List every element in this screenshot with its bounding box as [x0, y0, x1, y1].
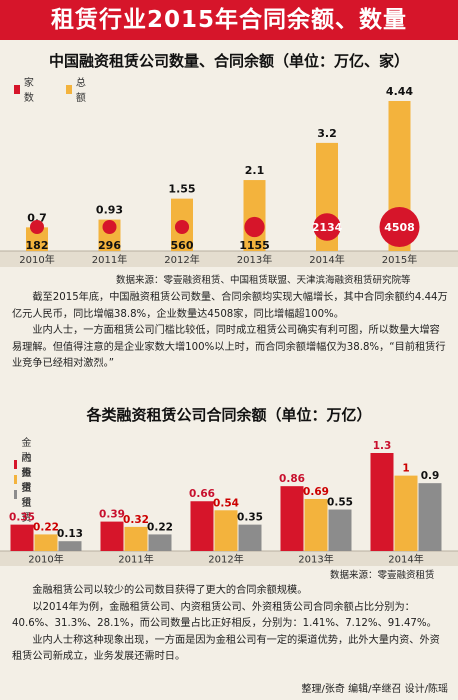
bar-foreign [58, 541, 82, 551]
credits-footer: 整理/张奇 编辑/辛继召 设计/陈瑶 [301, 684, 448, 695]
legend-swatch [14, 474, 18, 484]
legend-label: 内资租赁 [21, 453, 32, 509]
bubble-count [379, 207, 420, 247]
bar-foreign [238, 524, 262, 551]
bar-total [26, 227, 48, 251]
bar-financial [370, 453, 394, 551]
bar-value-label: 0.9 [421, 470, 440, 482]
legend-item: 总额 [66, 74, 89, 104]
paragraph-block-2: 金融租赁公司以较少的公司数目获得了更大的合同余额规模。 以2014年为例，金融租… [12, 583, 448, 666]
bar-domestic [394, 475, 418, 551]
x-axis-band [0, 551, 458, 566]
bubble-count-label: 4508 [384, 221, 415, 234]
legend-swatch [14, 489, 18, 499]
paragraph-2-1: 金融租赁公司以较少的公司数目获得了更大的合同余额规模。 [12, 585, 308, 596]
chart2-plot: 0.350.220.132010年0.390.320.222011年0.660.… [0, 440, 458, 566]
bubble-count-label: 182 [26, 239, 49, 252]
x-tick-label: 2010年 [28, 553, 63, 566]
bubble-count [244, 216, 265, 238]
x-tick-label: 2011年 [118, 553, 153, 566]
bar-foreign [328, 509, 352, 551]
x-tick-label: 2013年 [237, 253, 272, 266]
legend-item: 家数 [14, 74, 37, 104]
bar-total-label: 4.44 [386, 85, 413, 98]
legend-label: 外资租赁 [21, 468, 32, 524]
bubble-count [174, 219, 190, 235]
bar-domestic [304, 498, 328, 551]
chart2-title: 各类融资租赁公司合同余额（单位：万亿） [86, 406, 372, 424]
bubble-count [313, 213, 341, 241]
x-tick-label: 2012年 [208, 553, 243, 566]
legend-label: 家数 [23, 78, 34, 104]
x-tick-label: 2013年 [298, 553, 333, 566]
bar-financial [10, 524, 34, 551]
bubble-count-label: 296 [98, 239, 121, 252]
bar-total-label: 0.93 [96, 204, 123, 217]
x-tick-label: 2014年 [309, 253, 344, 266]
bubble-count-label: 1155 [239, 239, 270, 252]
bar-domestic [34, 534, 58, 551]
bar-domestic [214, 510, 238, 551]
bar-financial [280, 486, 304, 551]
bubble-count [30, 220, 44, 234]
bar-value-label: 1.3 [373, 440, 392, 452]
bar-value-label: 0.32 [123, 514, 149, 526]
bar-foreign [148, 534, 172, 551]
legend-item: 内资租赁 [14, 449, 37, 509]
bar-foreign [418, 483, 442, 551]
bar-financial [100, 521, 124, 551]
paragraph-1-1: 截至2015年底，中国融资租赁公司数量、合同余额均实现大幅增长，其中合同余额约4… [12, 292, 448, 320]
bar-total-label: 1.55 [168, 183, 195, 196]
legend-swatch [66, 84, 72, 94]
legend-item: 外资租赁 [14, 464, 37, 524]
bar-financial [190, 501, 214, 551]
chart2-source: 数据来源：零壹融资租赁 [330, 570, 435, 581]
chart1-title: 中国融资租赁公司数量、合同余额（单位：万亿、家） [48, 52, 409, 70]
paragraph-1-2: 业内人士，一方面租赁公司门槛比较低，同时成立租赁公司确实有利可图，所以数量大增容… [12, 325, 446, 369]
chart1-source: 数据来源：零壹融资租赁、中国租赁联盟、天津滨海融资租赁研究院等 [116, 275, 411, 286]
x-tick-label: 2015年 [382, 253, 417, 266]
bar-value-label: 0.22 [33, 521, 59, 533]
bar-value-label: 0.66 [189, 488, 215, 500]
legend-label: 金融租赁 [21, 438, 32, 494]
bar-value-label: 1 [402, 463, 409, 475]
bar-value-label: 0.13 [57, 528, 83, 540]
bar-total-label: 0.7 [27, 211, 47, 224]
bar-value-label: 0.69 [303, 486, 329, 498]
bubble-count [102, 220, 117, 234]
bubble-count-label: 560 [171, 239, 194, 252]
x-tick-label: 2012年 [164, 253, 199, 266]
x-tick-label: 2010年 [19, 253, 54, 266]
paragraph-block-1: 截至2015年底，中国融资租赁公司数量、合同余额均实现大幅增长，其中合同余额约4… [12, 290, 448, 373]
bar-value-label: 0.39 [99, 509, 125, 521]
bubble-count-label: 2134 [312, 221, 343, 234]
legend-label: 总额 [75, 78, 86, 104]
bar-total-label: 2.1 [245, 164, 265, 177]
bar-value-label: 0.35 [9, 512, 35, 524]
legend-swatch [14, 459, 18, 469]
x-tick-label: 2014年 [388, 553, 423, 566]
legend-swatch [14, 84, 20, 94]
x-tick-label: 2011年 [92, 253, 127, 266]
bar-value-label: 0.22 [147, 521, 173, 533]
bar-value-label: 0.35 [237, 512, 263, 524]
bar-value-label: 0.86 [279, 473, 305, 485]
x-axis-band [0, 251, 458, 267]
bar-domestic [124, 526, 148, 551]
bar-value-label: 0.55 [327, 497, 353, 509]
paragraph-2-2: 以2014年为例，金融租赁公司、内资租赁公司、外资租赁公司合同余额占比分别为：4… [12, 601, 437, 630]
bar-value-label: 0.54 [213, 497, 239, 509]
bar-total-label: 3.2 [317, 127, 337, 140]
paragraph-2-3: 业内人士称这种现象出现，一方面是因为金租公司有一定的渠道优势，此外大量内资、外资… [12, 634, 440, 663]
legend-item: 金融租赁 [14, 434, 37, 494]
banner-title: 租赁行业2015年合同余额、数量 [0, 0, 458, 40]
